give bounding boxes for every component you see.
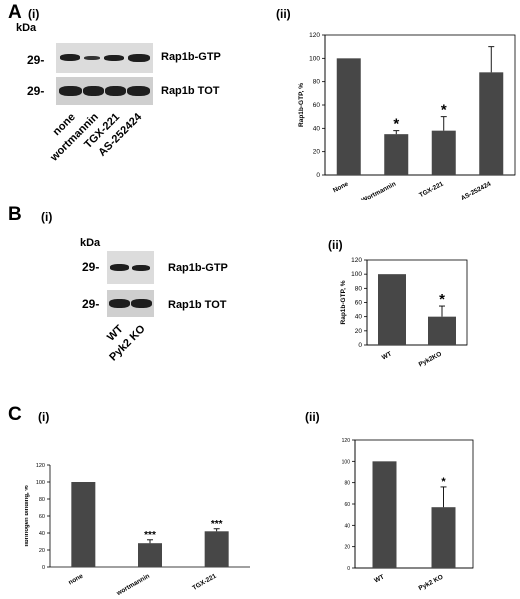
panel-b-blot-gtp xyxy=(107,251,154,284)
y-axis-label: Rap1b-GTP, % xyxy=(340,280,347,324)
y-tick-label: 60 xyxy=(313,102,321,109)
y-tick-label: 0 xyxy=(347,566,350,572)
panel-c-letter: C xyxy=(8,404,22,425)
panel-c-right-subtitle: (ii) xyxy=(305,410,320,424)
y-tick-label: 40 xyxy=(355,314,363,321)
significance-marker: *** xyxy=(211,519,223,530)
y-tick-label: 60 xyxy=(355,300,363,307)
panel-b-band-label-tot: Rap1b TOT xyxy=(168,299,227,311)
panel-a-mw-top: 29- xyxy=(27,53,45,67)
y-tick-label: 20 xyxy=(313,149,321,156)
y-tick-label: 80 xyxy=(313,79,321,86)
bar xyxy=(428,316,456,345)
rap1b-gtp-inhibitors-chart: 0 20 40 60 80 100 120 Rap1b-GTP, % None * Wortmann… xyxy=(298,32,516,200)
panel-a-kda-label: kDa xyxy=(16,22,37,34)
bar xyxy=(372,461,397,568)
bar xyxy=(479,72,504,175)
y-tick-label: 20 xyxy=(39,548,45,554)
y-tick-label: 100 xyxy=(36,480,45,486)
y-tick-label: 80 xyxy=(355,285,363,292)
panel-b-band-label-gtp: Rap1b-GTP xyxy=(168,262,228,274)
panel-a-blot-tot xyxy=(56,77,153,105)
x-category-label: wortmannin xyxy=(115,573,151,598)
x-category-label: Pyk2 KO xyxy=(418,574,445,593)
bar xyxy=(336,58,361,176)
panel-b-letter: B xyxy=(8,204,22,225)
y-tick-label: 120 xyxy=(309,32,320,39)
rap1b-gtp-pyk2-chart: 0 20 40 60 80 100 120 Rap1b-GTP, % WT * Pyk2KO xyxy=(340,257,468,369)
x-category-label: Wortmannin xyxy=(361,181,398,200)
x-category-label: TGX-221 xyxy=(418,180,445,199)
bar xyxy=(204,531,229,567)
significance-marker: *** xyxy=(144,530,156,541)
significance-marker: * xyxy=(441,476,446,488)
y-tick-label: 60 xyxy=(344,502,350,508)
y-tick-label: 120 xyxy=(36,463,45,469)
y-tick-label: 100 xyxy=(351,271,362,278)
panel-a-chart-subtitle: (ii) xyxy=(276,7,291,21)
panel-b-mw-bottom: 29- xyxy=(82,297,100,311)
panel-a-blot-subtitle: (i) xyxy=(28,7,40,21)
x-category-label: None xyxy=(332,180,350,194)
y-axis-label: fibrinogen binding, % xyxy=(25,485,30,547)
y-tick-label: 40 xyxy=(39,531,45,537)
panel-b-mw-top: 29- xyxy=(82,260,100,274)
y-tick-label: 80 xyxy=(39,497,45,503)
panel-b-blot-tot xyxy=(107,290,154,317)
bar xyxy=(378,274,406,345)
x-category-label: TGX-221 xyxy=(191,572,218,591)
y-tick-label: 20 xyxy=(355,328,363,335)
panel-a-band-label-tot: Rap1b TOT xyxy=(161,85,220,97)
panel-a-blot-gtp xyxy=(56,43,153,73)
y-tick-label: 120 xyxy=(351,257,362,264)
y-tick-label: 100 xyxy=(309,55,320,62)
panel-b-kda-label: kDa xyxy=(80,237,101,249)
panel-c-left-subtitle: (i) xyxy=(38,410,50,424)
fibrinogen-binding-inhibitors-chart: 0 20 40 60 80 100 120 fibrinogen binding, % none… xyxy=(25,463,250,598)
panel-b-chart-subtitle: (ii) xyxy=(328,238,343,252)
significance-marker: * xyxy=(441,102,447,119)
panel-a-letter: A xyxy=(8,2,22,23)
panel-a-mw-bottom: 29- xyxy=(27,84,45,98)
y-tick-label: 40 xyxy=(344,523,350,529)
bar xyxy=(138,543,162,567)
x-category-label: WT xyxy=(381,351,393,362)
x-category-label: WT xyxy=(373,574,385,585)
y-tick-label: 0 xyxy=(42,565,45,571)
y-tick-label: 0 xyxy=(358,342,362,349)
panel-a-band-label-gtp: Rap1b-GTP xyxy=(161,51,221,63)
x-category-label: AS-252424 xyxy=(460,180,493,200)
y-tick-label: 120 xyxy=(342,438,351,444)
y-tick-label: 60 xyxy=(39,514,45,520)
y-tick-label: 40 xyxy=(313,125,321,132)
y-axis-label: Rap1b-GTP, % xyxy=(298,83,305,127)
x-category-label: none xyxy=(67,572,84,586)
bar xyxy=(71,482,96,567)
panel-b-blot-subtitle: (i) xyxy=(41,210,53,224)
y-tick-label: 80 xyxy=(344,481,350,487)
significance-marker: * xyxy=(439,291,445,308)
bar xyxy=(431,507,456,568)
x-category-label: Pyk2KO xyxy=(418,351,443,369)
y-tick-label: 100 xyxy=(342,459,351,465)
bar xyxy=(384,134,409,175)
bar xyxy=(431,130,456,175)
y-tick-label: 20 xyxy=(344,545,350,551)
significance-marker: * xyxy=(393,116,399,133)
y-tick-label: 0 xyxy=(316,172,320,179)
